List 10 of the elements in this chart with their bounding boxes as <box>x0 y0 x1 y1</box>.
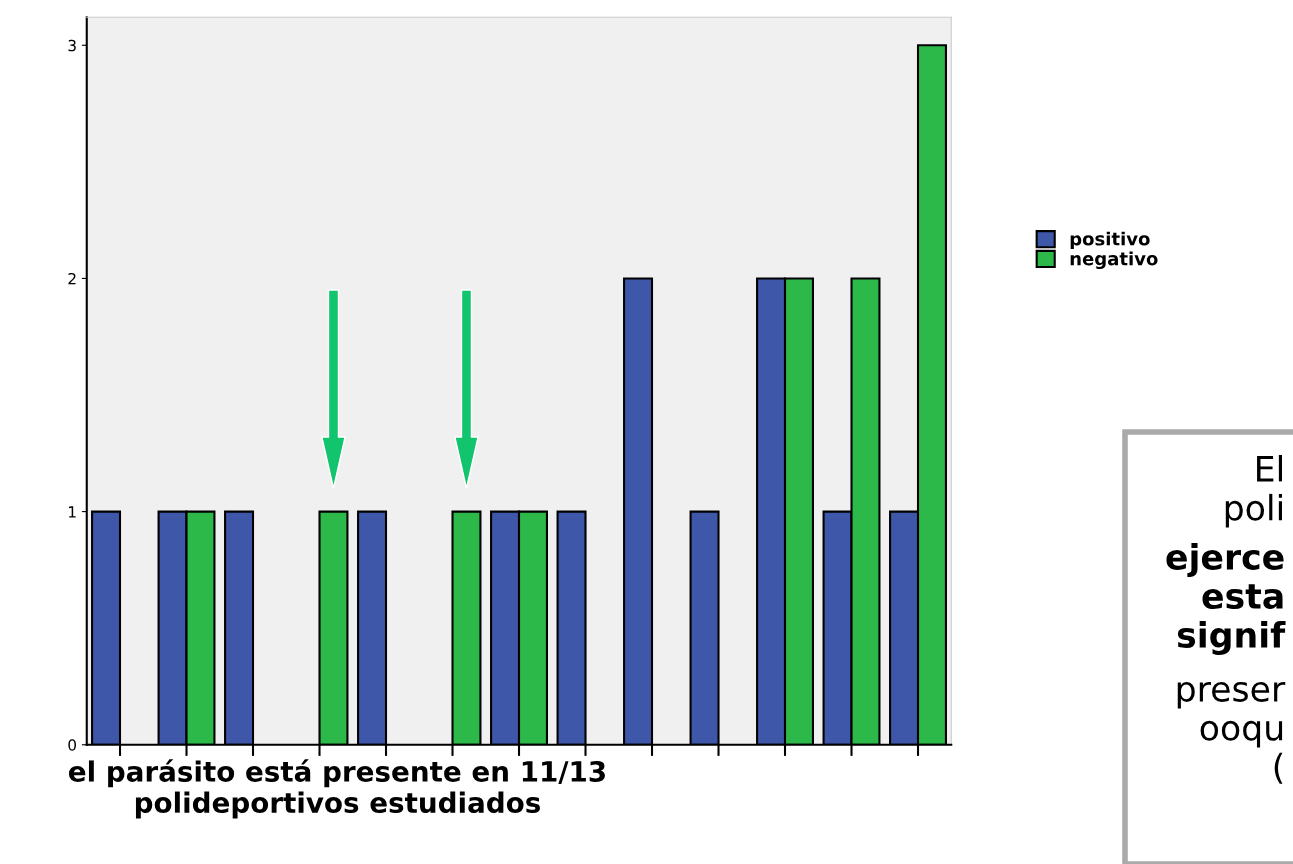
x-axis-title: el parásito está presente en 11/13 polideportivos estudiados <box>68 759 605 819</box>
legend-label: positivo <box>1070 231 1150 250</box>
y-tick-label: 0 <box>68 739 77 751</box>
legend-label: negativo <box>1070 251 1158 270</box>
text: preser ooqu ( <box>1177 681 1286 784</box>
y-tick-label: 2 <box>68 272 76 285</box>
y-tick-label: 1 <box>69 506 76 518</box>
y-tick-label: 3 <box>68 39 76 52</box>
text: El poli <box>1225 455 1282 528</box>
text: ejerce esta signif <box>1166 543 1286 655</box>
